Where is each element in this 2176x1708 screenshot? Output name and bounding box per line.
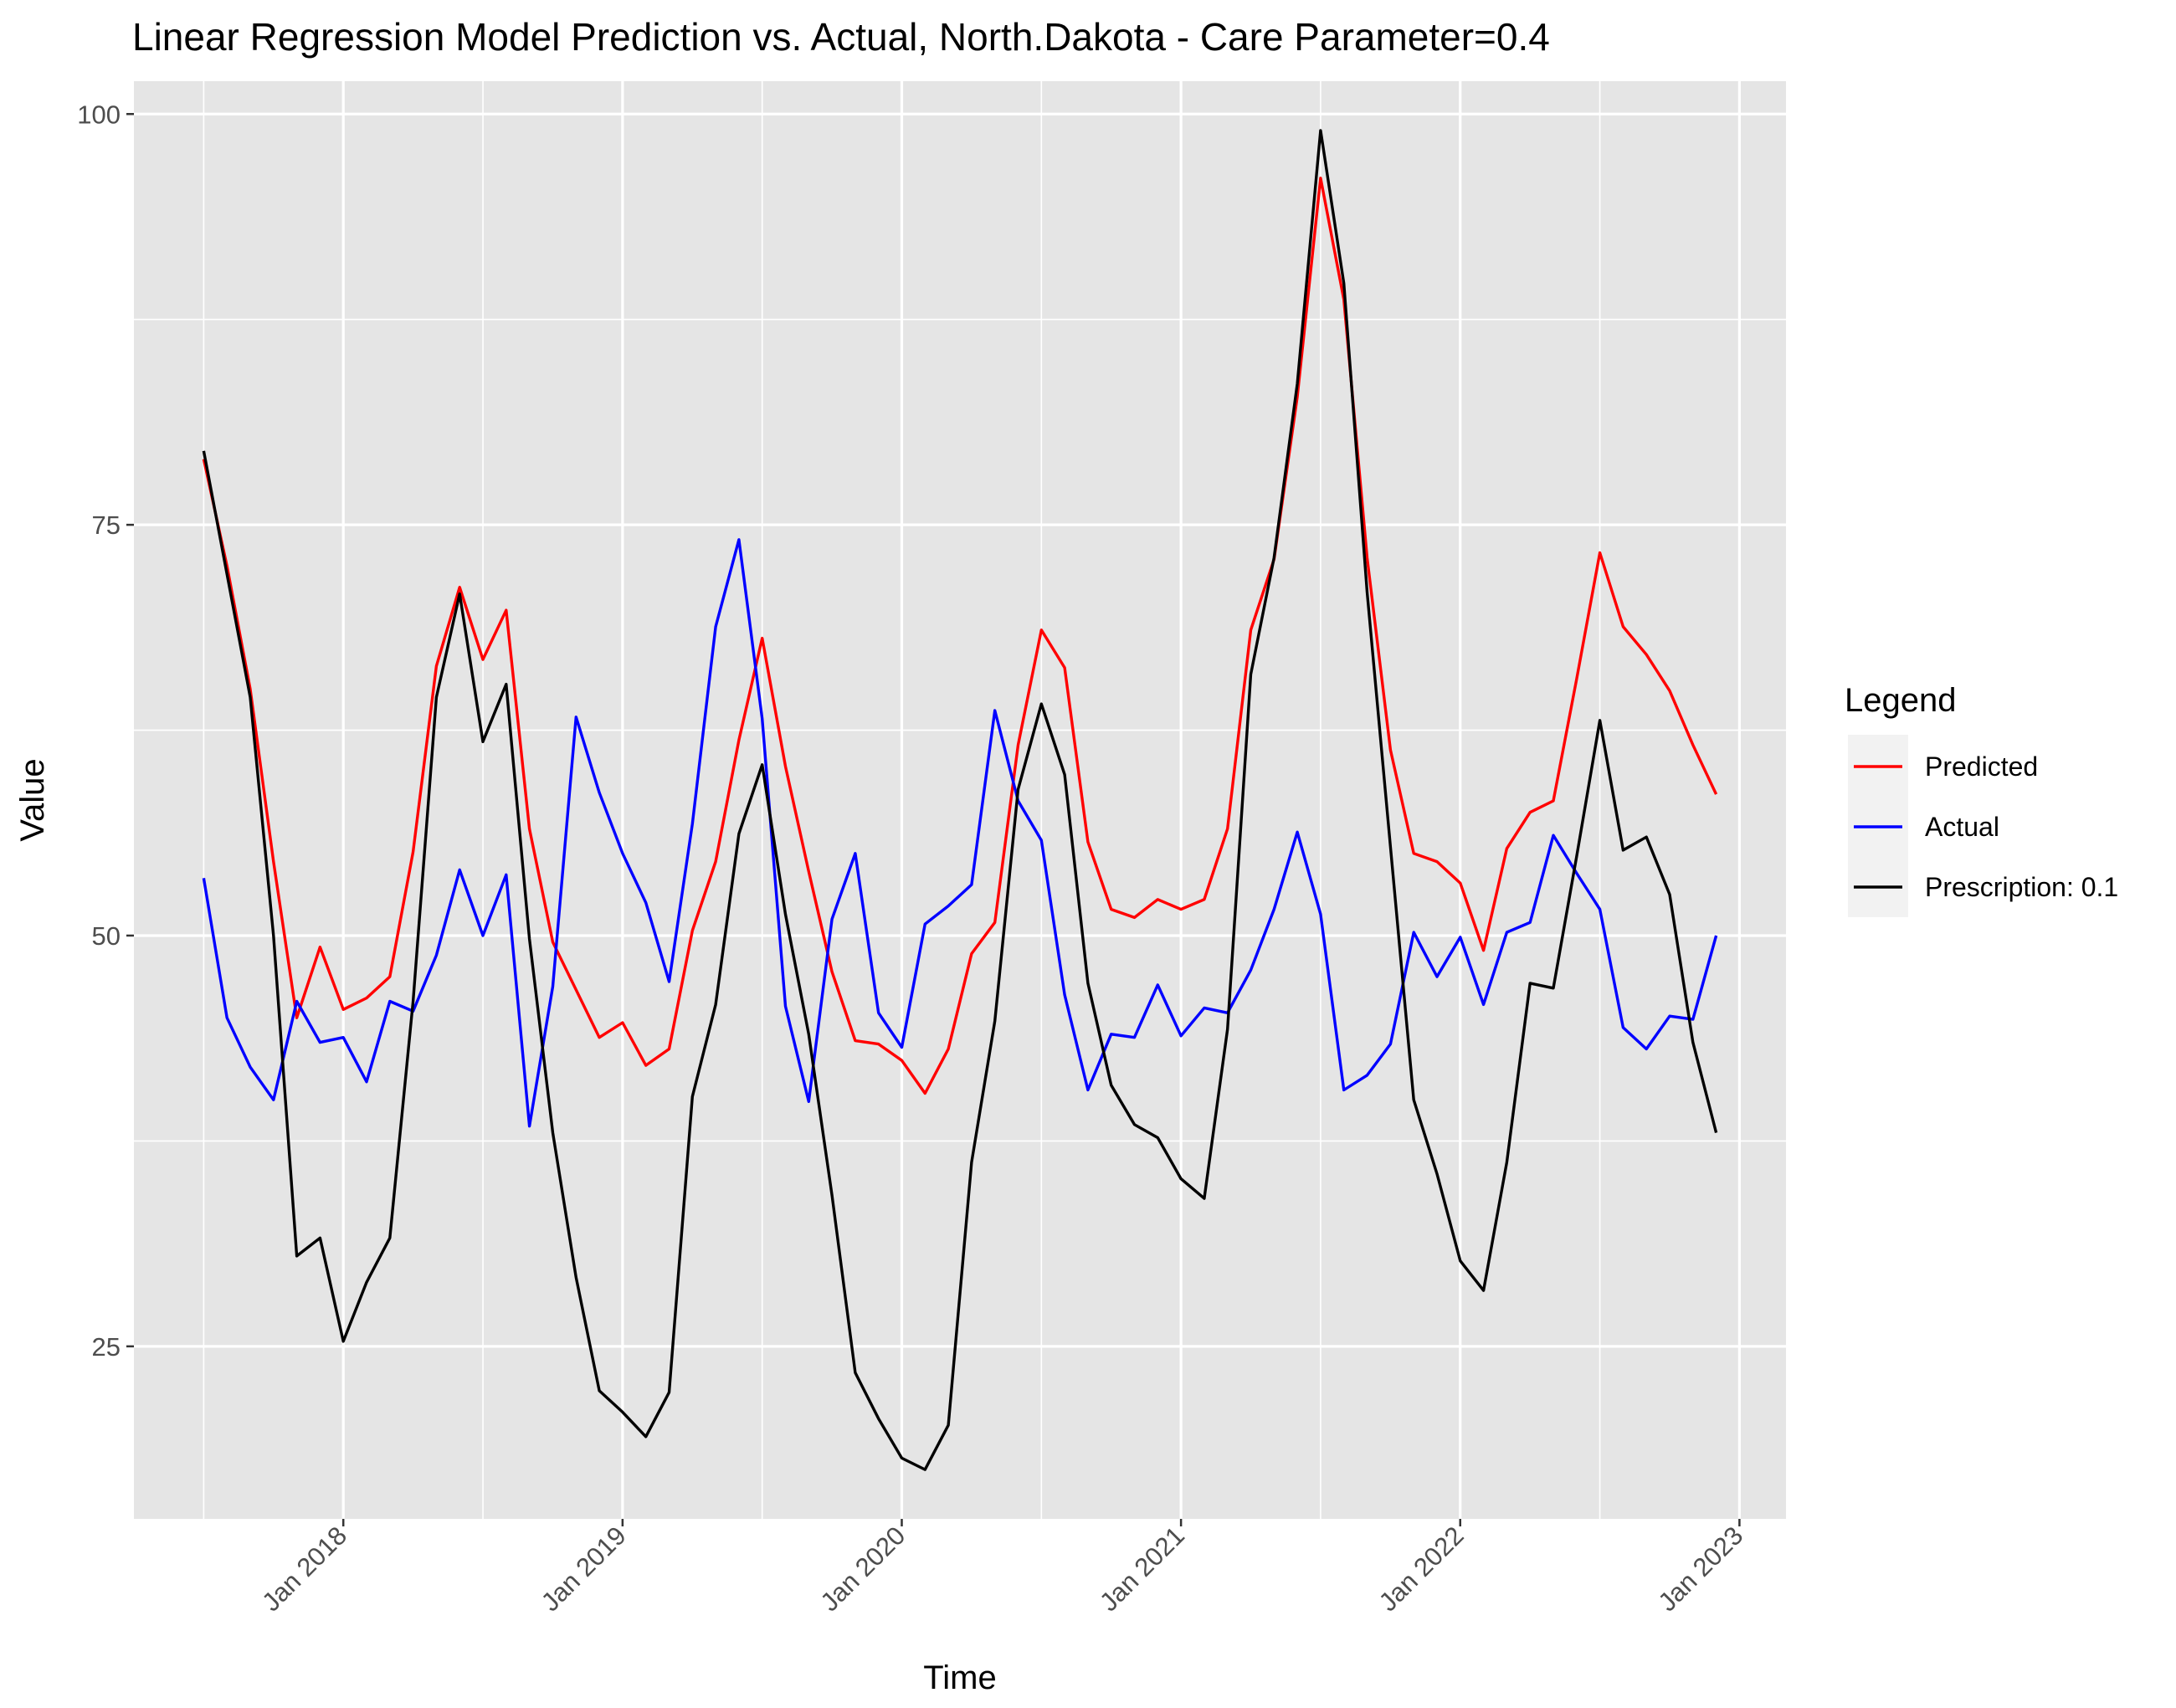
series-line-actual: [202, 538, 1718, 1128]
x-tick-label: Jan 2023: [1652, 1521, 1748, 1617]
minor-gridlines: [134, 81, 1786, 1553]
legend-label-prescription-0-1: Prescription: 0.1: [1925, 872, 2118, 902]
series-line-predicted: [202, 177, 1718, 1095]
x-tick-label: Jan 2021: [1094, 1521, 1190, 1617]
x-axis-title: Time: [923, 1659, 996, 1696]
y-axis-title: Value: [14, 758, 51, 841]
x-tick-label: Jan 2022: [1373, 1521, 1470, 1617]
x-tick-label: Jan 2020: [814, 1521, 911, 1617]
y-tick-label: 100: [77, 100, 121, 129]
y-tick-label: 25: [92, 1332, 121, 1362]
major-gridlines: [134, 81, 1786, 1519]
y-axis: 25 50 75 100: [77, 100, 134, 1362]
legend-label-actual: Actual: [1925, 812, 1999, 842]
x-tick-label: Jan 2018: [256, 1521, 352, 1617]
legend-items: Predicted Actual Prescription: 0.1: [1854, 751, 2118, 902]
series-line-prescription-0-1: [202, 129, 1718, 1471]
y-tick-label: 50: [92, 921, 121, 951]
chart-title: Linear Regression Model Prediction vs. A…: [132, 15, 1550, 59]
y-tick-label: 75: [92, 510, 121, 540]
x-tick-label: Jan 2019: [536, 1521, 632, 1617]
legend: Legend Predicted Actual Prescription: 0.1: [1845, 682, 2118, 917]
series-lines: [202, 129, 1718, 1471]
legend-title: Legend: [1845, 682, 1956, 719]
legend-label-predicted: Predicted: [1925, 751, 2038, 782]
x-axis: Jan 2018 Jan 2019 Jan 2020 Jan 2021 Jan 2022…: [256, 1519, 1748, 1617]
